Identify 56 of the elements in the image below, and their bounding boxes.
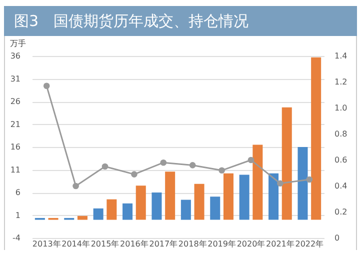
y-axis-title: 万手: [10, 39, 26, 48]
bar: [165, 172, 176, 220]
y2-tick-label: 0.4: [334, 182, 348, 190]
point: [189, 162, 196, 168]
y-tick-label: 11: [10, 165, 20, 174]
y-tick-label: 1: [15, 210, 20, 220]
point: [131, 171, 138, 178]
bar: [106, 199, 117, 220]
y2-tick-label: 1.2: [334, 78, 348, 86]
point: [218, 167, 225, 174]
x-tick-label: 2020年: [236, 240, 266, 248]
x-tick-label: 2022年: [295, 240, 324, 248]
bar: [136, 186, 146, 220]
x-tick-label: 2017年: [149, 240, 178, 248]
y2-tick-label: 0: [334, 234, 340, 242]
bar: [268, 173, 279, 220]
bar: [282, 107, 292, 220]
bar: [239, 174, 250, 220]
bar: [93, 208, 104, 220]
y-tick-label: -4: [12, 234, 20, 242]
bar: [194, 184, 204, 220]
bar: [223, 173, 234, 220]
y-tick-label: 21: [10, 120, 20, 129]
chart-title: 图3 国债期货历年成交、持仓情况: [4, 6, 357, 36]
y-tick-label: 16: [10, 142, 20, 152]
x-tick-label: 2019年: [208, 240, 236, 248]
bar: [122, 203, 133, 220]
y2-tick-label: 0.2: [334, 208, 348, 216]
x-tick-label: 2018年: [178, 240, 207, 248]
x-tick-label: 2015年: [90, 240, 120, 248]
y-tick-label: 31: [10, 74, 20, 84]
point: [248, 156, 254, 164]
bar: [152, 192, 162, 220]
x-tick-label: 2013年: [32, 240, 61, 248]
y2-tick-label: 0.8: [334, 130, 348, 138]
point: [277, 180, 284, 187]
point: [306, 176, 313, 183]
y-tick-label: 26: [10, 97, 20, 106]
y2-tick-label: 0.6: [334, 156, 348, 164]
bar: [180, 200, 191, 220]
y2-tick-label: 1.0: [334, 104, 348, 112]
bar: [77, 216, 88, 220]
x-tick-label: 2014年: [62, 240, 90, 248]
bar: [298, 147, 308, 220]
y2-tick-label: 1.4: [334, 52, 348, 60]
bar: [252, 144, 263, 220]
x-tick-label: 2021年: [266, 240, 294, 248]
y-tick-label: 6: [15, 188, 20, 197]
bar: [210, 196, 220, 220]
bar: [311, 57, 322, 220]
point: [43, 82, 50, 90]
point: [102, 163, 108, 170]
x-tick-label: 2016年: [120, 240, 148, 248]
y-tick-label: 36: [10, 52, 20, 60]
point: [160, 159, 167, 166]
point: [72, 182, 79, 190]
